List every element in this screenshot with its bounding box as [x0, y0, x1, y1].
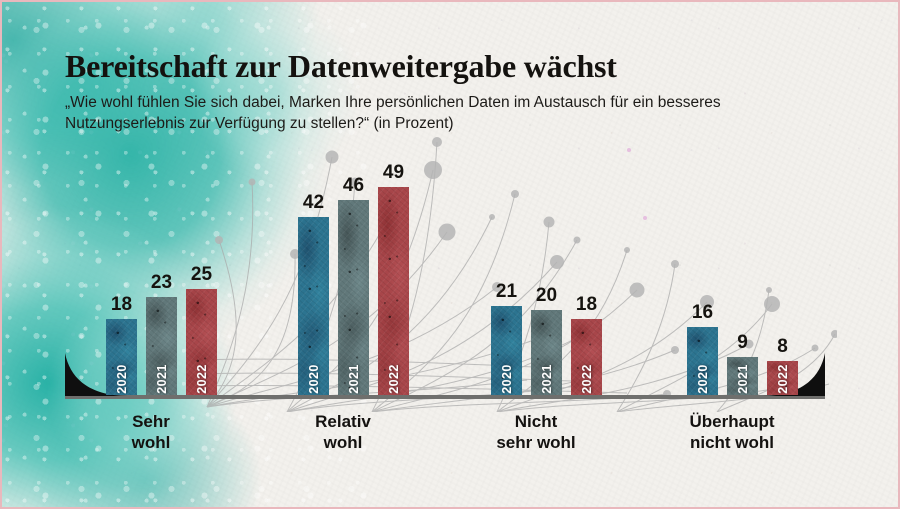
bar-texture-overlay [106, 319, 137, 395]
chart-title: Bereitschaft zur Datenweitergabe wächst [65, 48, 617, 84]
bar-value-label: 49 [382, 162, 405, 183]
bar-year-label: 2022 [386, 364, 401, 394]
baseline-swoosh-right-icon [761, 353, 825, 396]
bar-texture-overlay [571, 319, 602, 395]
chart-header: Bereitschaft zur Datenweitergabe wächst … [65, 48, 825, 134]
bar: 2021 [146, 297, 177, 395]
bar: 2021 [727, 357, 758, 395]
axis-baseline [65, 395, 825, 399]
bar-value-label: 9 [737, 332, 748, 353]
bar: 2022 [378, 187, 409, 395]
category-axis-label: Nicht sehr wohl [496, 412, 576, 452]
baseline-swoosh-left-icon [65, 353, 129, 396]
category-axis-label: Sehr wohl [131, 412, 171, 452]
bar-value-label: 20 [535, 285, 558, 306]
category-axis-label: Relativ wohl [315, 412, 371, 452]
bar-texture-overlay [727, 357, 758, 395]
bar-texture-overlay [687, 327, 718, 395]
bar: 2022 [571, 319, 602, 395]
bar-value-label: 8 [777, 336, 788, 357]
bar-year-label: 2021 [735, 364, 750, 394]
bar: 2022 [186, 289, 217, 395]
bar-texture-overlay [378, 187, 409, 395]
bar-texture-overlay [767, 361, 798, 395]
bar-value-label: 25 [190, 264, 213, 285]
bar-texture-overlay [338, 200, 369, 395]
bar-year-label: 2020 [114, 364, 129, 394]
bar: 2020 [491, 306, 522, 395]
bar: 2021 [531, 310, 562, 395]
bar-year-label: 2020 [499, 364, 514, 394]
bar-value-label: 23 [150, 272, 173, 293]
category-axis-label: Überhaupt nicht wohl [689, 412, 775, 452]
bar-year-label: 2021 [539, 364, 554, 394]
bar-value-label: 16 [691, 302, 714, 323]
bar-year-label: 2020 [695, 364, 710, 394]
bar-texture-overlay [186, 289, 217, 395]
bar-year-label: 2021 [154, 364, 169, 394]
bar-year-label: 2020 [306, 364, 321, 394]
bar-texture-overlay [146, 297, 177, 395]
bar-value-label: 18 [575, 294, 598, 315]
bar: 2020 [687, 327, 718, 395]
bar-value-label: 42 [302, 192, 325, 213]
bar-year-label: 2022 [775, 364, 790, 394]
bar: 2020 [298, 217, 329, 395]
bar-year-label: 2022 [194, 364, 209, 394]
bar: 2022 [767, 361, 798, 395]
bar: 2020 [106, 319, 137, 395]
bar: 2021 [338, 200, 369, 395]
bar-value-label: 18 [110, 294, 133, 315]
bar-value-label: 46 [342, 175, 365, 196]
bar-texture-overlay [491, 306, 522, 395]
bar-texture-overlay [298, 217, 329, 395]
chart-subtitle: „Wie wohl fühlen Sie sich dabei, Marken … [65, 94, 721, 132]
bar-year-label: 2022 [579, 364, 594, 394]
bar-year-label: 2021 [346, 364, 361, 394]
bar-texture-overlay [531, 310, 562, 395]
bar-value-label: 21 [495, 281, 518, 302]
